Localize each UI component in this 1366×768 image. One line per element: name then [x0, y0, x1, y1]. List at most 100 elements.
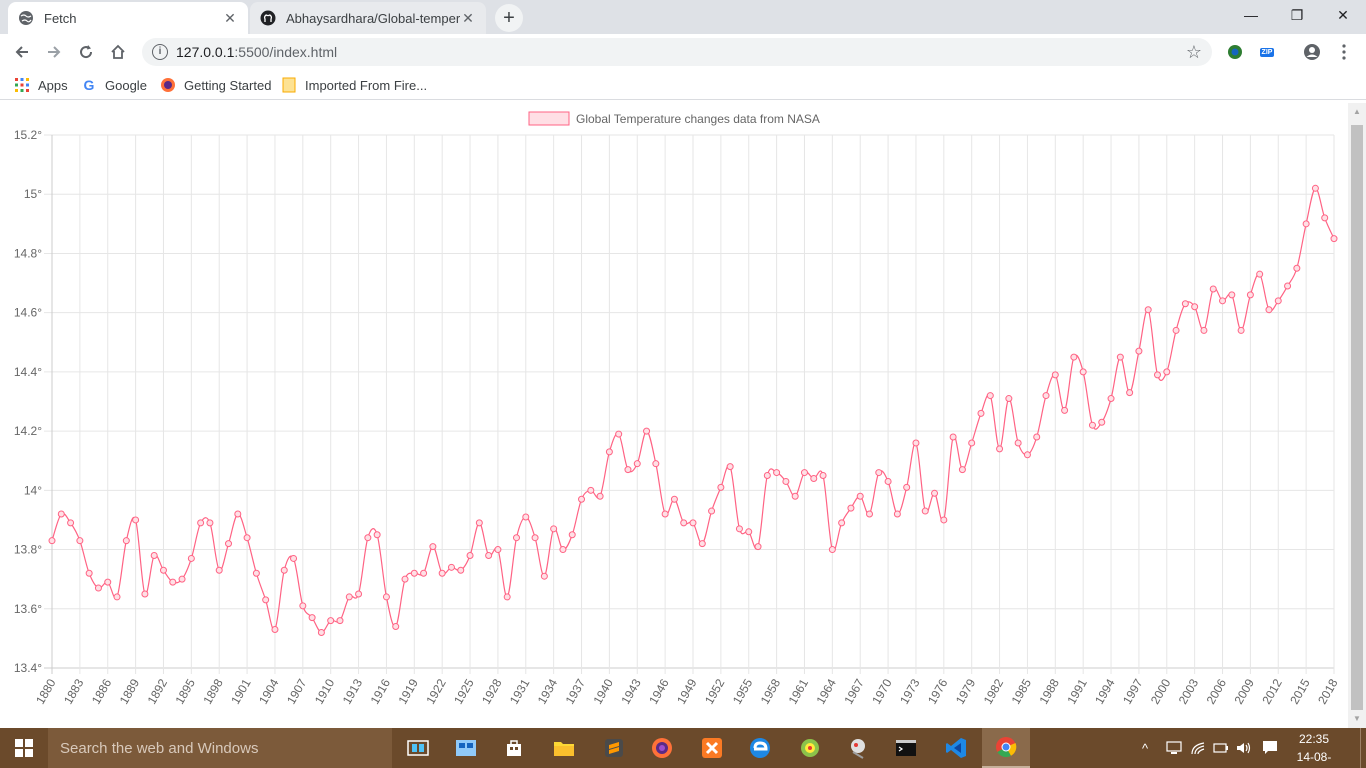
bookmark-getting-started[interactable]: Getting Started — [160, 76, 271, 94]
x-tick-label: 1913 — [340, 676, 366, 706]
y-tick-label: 15.2° — [14, 128, 42, 142]
xampp-icon[interactable] — [688, 728, 736, 768]
data-point — [1116, 353, 1124, 361]
edge-icon[interactable] — [736, 728, 784, 768]
scroll-up-icon[interactable]: ▲ — [1353, 107, 1361, 116]
x-tick-label: 2018 — [1315, 676, 1341, 706]
data-point — [968, 439, 976, 447]
data-point — [847, 504, 855, 512]
x-tick-label: 1994 — [1092, 676, 1118, 706]
data-point — [76, 537, 84, 545]
x-tick-label: 1889 — [117, 676, 143, 706]
sublime-text-icon[interactable] — [590, 728, 638, 768]
site-info-icon[interactable]: i — [152, 44, 168, 60]
data-point — [708, 507, 716, 515]
back-arrow-icon[interactable] — [8, 38, 36, 66]
bookmark-google[interactable]: G Google — [81, 76, 147, 94]
task-view-icon[interactable] — [394, 728, 442, 768]
url-host: 127.0.0.1 — [176, 44, 235, 60]
data-point — [754, 543, 762, 551]
battery-icon[interactable] — [1213, 728, 1229, 768]
extension-globe-icon[interactable] — [1225, 42, 1245, 62]
data-point — [494, 546, 502, 554]
show-desktop-button[interactable] — [1360, 728, 1366, 768]
y-tick-label: 13.4° — [14, 661, 42, 675]
restore-icon[interactable]: ❐ — [1290, 7, 1304, 23]
x-tick-label: 1973 — [897, 676, 923, 706]
chart-legend[interactable]: Global Temperature changes data from NAS… — [528, 111, 820, 126]
data-point — [661, 510, 669, 518]
scroll-down-icon[interactable]: ▼ — [1353, 714, 1361, 723]
data-point — [791, 492, 799, 500]
data-point — [94, 584, 102, 592]
network-tool-icon[interactable] — [834, 728, 882, 768]
data-point — [187, 554, 195, 562]
windows-start-icon[interactable] — [0, 728, 48, 768]
control-panel-icon[interactable] — [442, 728, 490, 768]
show-hidden-icons-chevron-icon[interactable]: ^ — [1142, 740, 1149, 756]
tab-github[interactable]: Abhaysardhara/Global-temperat ✕ — [250, 2, 486, 34]
pc-icon[interactable] — [1166, 728, 1182, 768]
reload-icon[interactable] — [72, 38, 100, 66]
close-tab-icon[interactable]: ✕ — [224, 10, 236, 26]
data-point — [122, 537, 130, 545]
scrollbar-thumb[interactable] — [1351, 125, 1363, 710]
data-point — [252, 569, 260, 577]
close-window-icon[interactable]: ✕ — [1337, 7, 1349, 23]
x-tick-label: 1880 — [33, 676, 59, 706]
data-point — [1088, 421, 1096, 429]
bookmark-label: Getting Started — [184, 77, 272, 93]
taskbar-search-input[interactable]: Search the web and Windows — [48, 728, 392, 768]
file-explorer-icon[interactable] — [540, 728, 588, 768]
data-point — [568, 531, 576, 539]
forward-arrow-icon[interactable] — [40, 38, 68, 66]
data-point — [215, 566, 223, 574]
data-point — [559, 546, 567, 554]
home-icon[interactable] — [104, 38, 132, 66]
x-tick-label: 2009 — [1232, 676, 1258, 706]
profile-avatar-icon[interactable] — [1302, 42, 1322, 62]
page-scrollbar[interactable]: ▲ ▼ — [1348, 103, 1366, 728]
vscode-icon[interactable] — [932, 728, 980, 768]
data-point — [958, 466, 966, 474]
data-point — [512, 534, 520, 542]
y-axis-ticks: 15.2° 15° 14.8° 14.6° 14.4° 14.2° 14° 13.8° 13.6… — [14, 128, 42, 675]
data-point — [605, 448, 613, 456]
close-tab-icon[interactable]: ✕ — [462, 10, 474, 26]
data-point — [1256, 270, 1264, 278]
chameleon-app-icon[interactable] — [786, 728, 834, 768]
data-point — [875, 469, 883, 477]
data-point — [856, 492, 864, 500]
action-center-icon[interactable] — [1262, 728, 1278, 768]
tab-title: Abhaysardhara/Global-temperat — [286, 10, 460, 26]
x-tick-label: 1922 — [423, 676, 449, 706]
data-point — [234, 510, 242, 518]
data-point — [141, 590, 149, 598]
data-point — [392, 623, 400, 631]
terminal-icon[interactable] — [882, 728, 930, 768]
firefox-taskbar-icon[interactable] — [638, 728, 686, 768]
zip-extension-icon[interactable]: ZIP — [1257, 42, 1277, 62]
data-point — [410, 569, 418, 577]
minimize-icon[interactable]: — — [1244, 7, 1258, 23]
store-icon[interactable] — [490, 728, 538, 768]
bookmark-apps[interactable]: Apps — [14, 76, 68, 94]
bookmark-imported-folder[interactable]: Imported From Fire... — [281, 76, 427, 94]
bookmark-star-icon[interactable]: ☆ — [1185, 42, 1202, 62]
new-tab-button[interactable]: + — [495, 4, 523, 32]
apps-grid-icon — [14, 77, 30, 93]
taskbar-clock[interactable]: 22:35 14-08-2019 — [1284, 730, 1344, 768]
volume-icon[interactable] — [1236, 728, 1252, 768]
data-point — [1042, 392, 1050, 400]
data-point — [810, 474, 818, 482]
x-tick-label: 1940 — [591, 676, 617, 706]
data-point — [225, 540, 233, 548]
data-point — [1228, 291, 1236, 299]
data-point — [1061, 406, 1069, 414]
wifi-icon[interactable] — [1190, 728, 1206, 768]
tab-fetch[interactable]: Fetch ✕ — [8, 2, 248, 34]
menu-kebab-icon[interactable] — [1334, 42, 1354, 62]
chrome-taskbar-icon[interactable] — [982, 728, 1030, 768]
x-tick-label: 1952 — [702, 676, 728, 706]
address-bar[interactable]: i 127.0.0.1:5500/index.html ☆ — [142, 38, 1212, 66]
